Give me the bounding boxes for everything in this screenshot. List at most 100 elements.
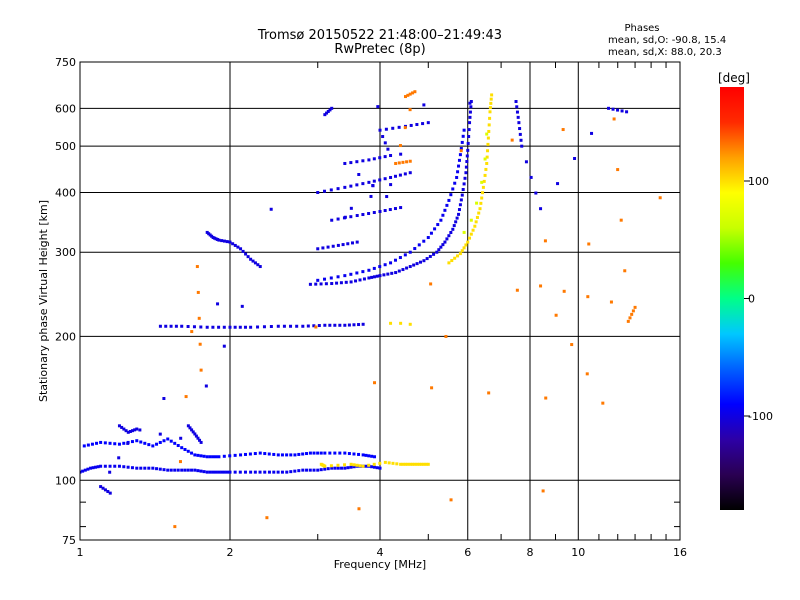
data-point: [490, 93, 494, 97]
data-point: [455, 216, 459, 220]
data-point: [178, 460, 182, 464]
data-point: [486, 149, 490, 153]
data-point: [483, 173, 487, 177]
data-point: [335, 281, 339, 285]
data-point: [179, 436, 183, 440]
data-point: [370, 465, 374, 469]
data-point: [316, 247, 320, 251]
data-point: [468, 121, 472, 125]
data-point: [430, 386, 434, 390]
data-point: [323, 189, 327, 193]
data-point: [180, 446, 184, 450]
data-point: [464, 171, 468, 175]
data-point: [128, 429, 132, 433]
data-point: [256, 263, 260, 267]
data-point: [378, 128, 382, 132]
data-point: [241, 249, 245, 253]
data-point: [323, 113, 327, 117]
x-tick-label: 2: [227, 546, 234, 559]
data-point: [413, 90, 417, 94]
data-point: [155, 467, 159, 471]
data-point: [117, 442, 121, 446]
data-point: [135, 466, 139, 470]
data-point: [456, 170, 460, 174]
data-point: [561, 128, 565, 132]
data-point: [361, 213, 365, 217]
data-point: [408, 250, 412, 254]
data-point: [401, 462, 405, 466]
data-point: [269, 325, 273, 329]
data-point: [240, 304, 244, 308]
data-point: [413, 462, 417, 466]
data-point: [196, 436, 200, 440]
data-point: [214, 455, 218, 459]
data-point: [276, 324, 280, 328]
data-point: [554, 313, 558, 317]
data-point: [192, 325, 196, 329]
data-point: [357, 452, 361, 456]
data-point: [183, 447, 187, 451]
data-point: [408, 159, 412, 163]
data-point: [469, 218, 473, 222]
data-point: [457, 212, 461, 216]
data-point: [389, 175, 393, 179]
data-point: [487, 391, 491, 395]
data-point: [452, 224, 456, 228]
data-point: [633, 305, 637, 309]
data-point: [469, 232, 473, 236]
data-point: [389, 183, 393, 187]
data-point: [515, 288, 519, 292]
data-point: [384, 127, 388, 131]
data-point: [372, 465, 376, 469]
data-point: [382, 273, 386, 277]
data-point: [518, 132, 522, 136]
data-point: [198, 342, 202, 346]
data-point: [482, 179, 486, 183]
data-point: [193, 453, 197, 457]
data-point: [308, 468, 312, 472]
colorbar-label: [deg]: [718, 71, 750, 85]
data-point: [326, 467, 330, 471]
data-point: [398, 173, 402, 177]
data-point: [449, 231, 453, 235]
data-point: [333, 466, 337, 470]
data-point: [362, 277, 366, 281]
data-point: [451, 227, 455, 231]
data-point: [488, 110, 492, 114]
data-point: [397, 269, 401, 273]
data-point: [162, 439, 166, 443]
data-point: [301, 324, 305, 328]
data-point: [81, 469, 85, 473]
data-point: [158, 440, 162, 444]
colorbar-tick-label: 100: [748, 175, 769, 188]
data-point: [174, 324, 178, 328]
data-point: [378, 156, 382, 160]
data-point: [99, 464, 103, 468]
data-point: [323, 277, 327, 281]
data-point: [462, 230, 466, 234]
data-point: [480, 196, 484, 200]
data-point: [447, 261, 451, 265]
data-point: [373, 455, 377, 459]
data-point: [346, 466, 350, 470]
data-point: [541, 489, 545, 493]
data-point: [358, 278, 362, 282]
data-point: [459, 147, 463, 151]
data-point: [386, 272, 390, 276]
data-point: [408, 265, 412, 269]
y-tick-label: 200: [55, 330, 76, 343]
data-point: [626, 319, 630, 323]
data-point: [394, 161, 398, 165]
data-point: [480, 180, 484, 184]
data-point: [293, 469, 297, 473]
data-point: [453, 181, 457, 185]
data-point: [383, 460, 387, 464]
data-point: [96, 465, 100, 469]
data-point: [390, 271, 394, 275]
data-point: [248, 452, 252, 456]
data-point: [378, 274, 382, 278]
data-point: [340, 466, 344, 470]
data-point: [330, 218, 334, 222]
data-point: [80, 470, 82, 474]
data-point: [457, 158, 461, 162]
